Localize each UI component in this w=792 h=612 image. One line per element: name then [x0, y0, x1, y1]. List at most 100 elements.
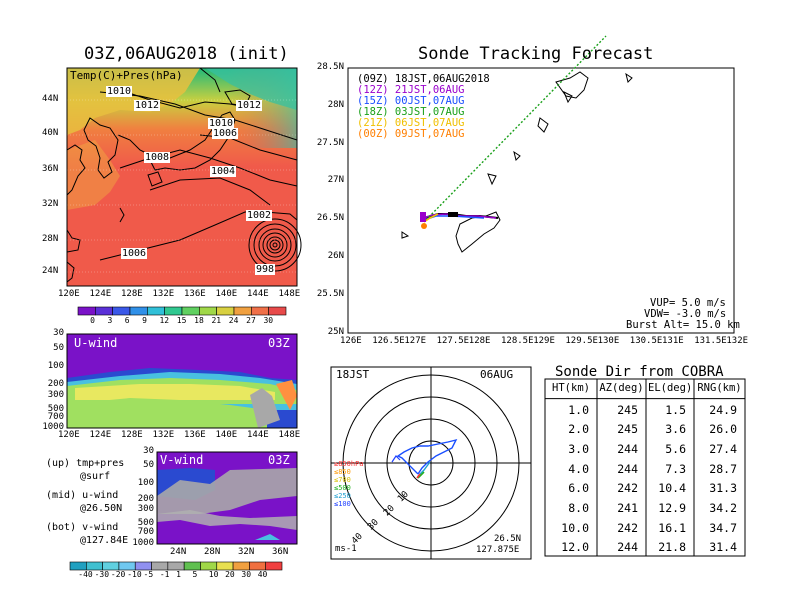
track-lon-tick: 129E: [533, 336, 555, 346]
temp-colorbar-tick: 30: [263, 316, 274, 325]
track-lat-tick: 26.5N: [316, 213, 344, 224]
track-lon-tick: 128.5E: [501, 336, 534, 346]
vwind-section: [156, 451, 298, 545]
table-cell: 21.8: [658, 540, 686, 555]
track-lat-tick: 27.5N: [316, 137, 344, 148]
temp-colorbar-tick: 9: [142, 316, 147, 325]
polar-lat: 26.5N: [494, 534, 522, 544]
wind-colorbar-cell: [216, 561, 234, 571]
wind-colorbar-cell: [200, 561, 218, 571]
wind-colorbar-cell: [86, 561, 103, 571]
map-lat-tick: 44N: [42, 94, 59, 104]
wind-colorbar-cell: [69, 561, 87, 571]
temp-colorbar-cell: [251, 306, 269, 316]
map-title: 03Z,06AUG2018 (init): [84, 44, 289, 64]
polar-level: ≤100: [334, 500, 351, 508]
table-cell: 31.4: [709, 540, 737, 555]
table-cell: 31.3: [709, 481, 737, 496]
uwind-section: [66, 333, 298, 429]
wind-colorbar-cell: [134, 561, 152, 571]
vwind-p-tick: 1000: [132, 538, 154, 548]
polar-level: ≤500: [334, 484, 351, 492]
vwind-p-tick: 30: [143, 446, 154, 456]
vwind-label: V-wind: [160, 453, 204, 467]
track-legend-item: (12Z) 21JST,06AUG: [357, 84, 465, 96]
track-18z: [425, 35, 607, 221]
track-lon-tick: 130E: [597, 336, 620, 346]
map-lat-tick: 32N: [42, 199, 59, 209]
table-cell: 242: [617, 481, 638, 496]
vwind-p-tick: 200: [137, 494, 154, 504]
temp-colorbar-tick: 27: [246, 316, 256, 325]
uwind-p-tick: 500: [47, 404, 64, 414]
track-lat-tick: 26N: [327, 251, 344, 261]
vwind-p-tick: 50: [143, 460, 154, 470]
uwind-p-tick: 300: [47, 390, 64, 400]
table-cell: 28.7: [709, 461, 737, 476]
table-cell: 2.0: [568, 422, 589, 437]
temp-colorbar-cell: [147, 306, 165, 316]
table-cell: 245: [617, 422, 638, 437]
polar-date: 06AUG: [480, 368, 514, 381]
table-cell: 244: [617, 461, 638, 476]
table-cell: 12.0: [561, 540, 589, 555]
uwind-p-tick: 50: [53, 343, 64, 353]
wind-colorbar-tick: -30: [94, 570, 110, 579]
table-cell: 3.0: [568, 442, 589, 456]
wind-colorbar-tick: -1: [159, 570, 170, 579]
vwind-p-tick: 700: [137, 527, 154, 537]
table-cell: 5.6: [665, 442, 686, 456]
temp-colorbar-tick: 24: [228, 316, 239, 325]
wind-colorbar-tick: 40: [257, 570, 268, 579]
table-cell: 244: [617, 540, 638, 555]
temp-colorbar-cell: [233, 306, 252, 316]
map-lat-tick: 40N: [42, 128, 59, 138]
uwind-lon-tick: 144E: [247, 430, 269, 440]
table-cell: 27.4: [709, 442, 737, 456]
table-cell: 7.3: [665, 461, 686, 476]
vwind-lat-tick: 36N: [272, 547, 289, 557]
track-legend-item: (09Z) 18JST,06AUG2018: [357, 73, 490, 85]
track-panel: [347, 35, 735, 334]
track-legend-item: (15Z) 00JST,07AUG: [357, 95, 465, 107]
temp-colorbar-tick: 21: [211, 316, 222, 325]
table-header: AZ(deg): [599, 382, 644, 394]
table-cell: 241: [617, 501, 638, 515]
table-cell: 26.0: [709, 422, 737, 437]
track-legend-item: (18Z) 03JST,07AUG: [357, 106, 465, 118]
wind-colorbar-cell: [118, 561, 136, 571]
wind-colorbar-cell: [183, 561, 201, 571]
wind-colorbar-tick: -40: [78, 570, 93, 579]
polar-level: ≤850: [334, 468, 351, 476]
temp-colorbar-cell: [164, 306, 183, 316]
legend-mid2: @26.50N: [80, 503, 123, 514]
track-lon-tick: 131.5E: [694, 336, 727, 346]
track-param-vdw: VDW= -3.0 m/s: [644, 308, 727, 320]
legend-bot2: @127.84E: [80, 535, 129, 546]
map-lon-tick: 144E: [247, 289, 269, 299]
wind-colorbar-tick: 1: [176, 570, 181, 579]
isobar-label: 1006: [212, 128, 239, 139]
table-cell: 34.2: [709, 501, 737, 515]
wind-colorbar-cell: [102, 561, 120, 571]
isobar-label: 1008: [144, 152, 171, 163]
map-lon-tick: 128E: [121, 289, 143, 299]
isobar-label: 1002: [246, 210, 273, 221]
track-lon-tick: 129.5E: [565, 336, 598, 346]
track-lon-tick: 131E: [662, 336, 684, 346]
vwind-lat-tick: 28N: [204, 547, 221, 557]
table-header: RNG(km): [697, 382, 742, 394]
uwind-lon-tick: 148E: [278, 430, 301, 440]
vwind-time: 03Z: [268, 453, 290, 467]
polar-level: ≥850hPa: [334, 460, 364, 468]
uwind-lon-tick: 136E: [184, 430, 206, 440]
isobar-label: 1012: [134, 100, 161, 111]
isobar-label: 1010: [208, 118, 235, 129]
track-lon-tick: 127E: [404, 336, 427, 346]
temp-colorbar-tick: 6: [124, 316, 130, 325]
track-param-burst: Burst Alt= 15.0 km: [626, 319, 740, 331]
isobar-label: 1004: [210, 166, 237, 177]
table-cell: 10.4: [658, 481, 686, 496]
vwind-p-tick: 500: [137, 518, 154, 528]
